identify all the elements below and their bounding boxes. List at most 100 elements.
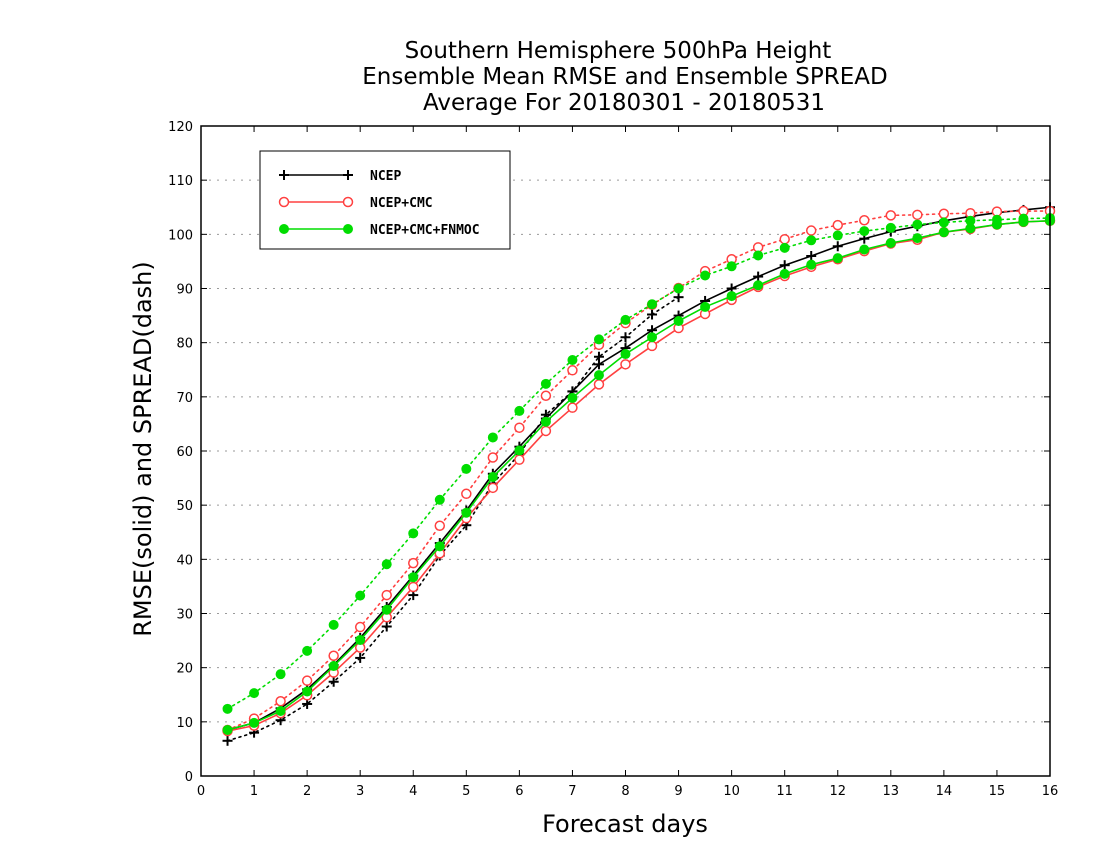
x-axis-label: Forecast days [542, 810, 708, 838]
spread-point-ncep-cmc-fnmoc [700, 270, 711, 281]
rmse-point-ncep-cmc-fnmoc [408, 572, 419, 583]
spread-point-ncep-cmc [408, 557, 419, 569]
series-lines [222, 202, 1056, 746]
rmse-point-ncep-cmc-fnmoc [726, 291, 737, 302]
spread-line-ncep-cmc-fnmoc [226, 217, 1051, 710]
spread-point-ncep-cmc-fnmoc [593, 334, 604, 345]
spread-point-ncep-cmc-fnmoc [647, 299, 658, 310]
y-tick-label: 40 [176, 553, 193, 568]
x-tick-label: 13 [883, 784, 900, 799]
rmse-point-ncep-cmc-fnmoc [647, 332, 658, 343]
y-tick-label: 50 [176, 499, 193, 514]
rmse-point-ncep [806, 251, 817, 261]
legend-marker [343, 170, 353, 180]
rmse-point-ncep-cmc [646, 340, 658, 352]
spread-point-ncep-cmc [354, 621, 366, 633]
rmse-point-ncep-cmc-fnmoc [620, 349, 631, 360]
spread-point-ncep-cmc-fnmoc [461, 463, 472, 474]
rmse-line-ncep-cmc-fnmoc [227, 219, 1051, 731]
x-tick-label: 9 [674, 784, 682, 799]
legend-box [259, 150, 511, 250]
y-tick-label: 70 [176, 391, 193, 406]
spread-point-ncep [328, 676, 339, 687]
spread-point-ncep-cmc-fnmoc [540, 378, 551, 389]
rmse-point-ncep-cmc [593, 379, 605, 390]
spread-point-ncep-cmc [434, 520, 446, 531]
spread-point-ncep-cmc-fnmoc [753, 250, 764, 261]
rmse-point-ncep-cmc [567, 402, 578, 413]
legend-marker [278, 196, 290, 208]
x-tick-label: 3 [356, 784, 364, 799]
rmse-point-ncep-cmc-fnmoc [567, 392, 578, 403]
spread-point-ncep-cmc [805, 225, 817, 236]
rmse-point-ncep-cmc-fnmoc [328, 661, 339, 672]
spread-point-ncep-cmc [912, 209, 923, 221]
rmse-point-ncep [779, 260, 790, 271]
spread-point-ncep-cmc-fnmoc [673, 283, 684, 294]
rmse-point-ncep-cmc-fnmoc [514, 445, 525, 456]
legend-label: NCEP+CMC [370, 196, 433, 211]
x-tick-label: 16 [1042, 784, 1059, 799]
spread-point-ncep-cmc-fnmoc [302, 645, 313, 656]
rmse-point-ncep-cmc-fnmoc [806, 259, 817, 270]
spread-point-ncep-cmc [859, 215, 870, 226]
spread-point-ncep-cmc [540, 390, 552, 401]
spread-point-ncep-cmc [567, 365, 578, 376]
spread-point-ncep-cmc [885, 210, 897, 221]
y-tick-label: 30 [176, 608, 193, 623]
y-tick-label: 90 [176, 283, 193, 298]
rmse-point-ncep-cmc-fnmoc [302, 686, 313, 697]
rmse-point-ncep-cmc [514, 454, 525, 465]
spread-point-ncep [673, 292, 684, 303]
legend-entry: NCEP+CMC+FNMOC [279, 223, 480, 238]
legend-marker [342, 196, 354, 208]
y-tick-label: 120 [168, 120, 193, 135]
spread-point-ncep [355, 652, 366, 663]
rmse-point-ncep-cmc-fnmoc [832, 253, 843, 264]
x-tick-label: 6 [515, 784, 523, 799]
spread-point-ncep-cmc-fnmoc [620, 314, 631, 325]
x-tick-label: 5 [462, 784, 470, 799]
spread-point-ncep-cmc [487, 452, 499, 463]
legend-label: NCEP [370, 169, 401, 184]
axis-ticks: 0 1 2 3 4 5 6 7 8 9 10 11 12 13 14 15 160102030405060708… [168, 120, 1058, 799]
spread-point-ncep-cmc [461, 488, 472, 500]
rmse-point-ncep-cmc-fnmoc [593, 370, 604, 381]
title-line-2: Ensemble Mean RMSE and Ensemble SPREAD [362, 64, 887, 90]
rmse-point-ncep-cmc-fnmoc [965, 223, 976, 234]
spread-point-ncep-cmc-fnmoc [355, 590, 366, 601]
spread-point-ncep-cmc-fnmoc [885, 222, 896, 233]
y-axis-label: RMSE(solid) and SPREAD(dash) [129, 261, 157, 637]
spread-point-ncep-cmc-fnmoc [832, 230, 843, 241]
rmse-point-ncep-cmc [487, 482, 499, 494]
x-tick-label: 8 [621, 784, 629, 799]
rmse-point-ncep-cmc-fnmoc [1018, 216, 1029, 227]
x-tick-label: 2 [303, 784, 311, 799]
legend-entry: NCEP [279, 169, 401, 184]
gridlines [201, 179, 1050, 723]
title-line-3: Average For 20180301 - 20180531 [423, 90, 825, 116]
x-tick-label: 1 [250, 784, 258, 799]
rmse-point-ncep-cmc-fnmoc [249, 717, 260, 728]
spread-point-ncep-cmc-fnmoc [938, 217, 949, 228]
spread-point-ncep-cmc-fnmoc [514, 405, 525, 416]
spread-point-ncep-cmc-fnmoc [222, 703, 233, 714]
spread-point-ncep-cmc-fnmoc [567, 355, 578, 365]
rmse-point-ncep [753, 271, 764, 282]
x-tick-label: 14 [936, 784, 953, 799]
title-line-1: Southern Hemisphere 500hPa Height [405, 38, 832, 64]
rmse-point-ncep-cmc-fnmoc [487, 472, 498, 482]
legend-label: NCEP+CMC+FNMOC [370, 223, 480, 238]
spread-point-ncep [222, 735, 233, 746]
x-tick-label: 15 [989, 784, 1006, 799]
spread-point-ncep-cmc [779, 233, 790, 245]
rmse-line-ncep [227, 206, 1051, 731]
spread-point-ncep-cmc [832, 219, 843, 231]
x-tick-label: 0 [197, 784, 205, 799]
x-tick-label: 4 [409, 784, 417, 799]
rmse-point-ncep-cmc-fnmoc [355, 635, 366, 646]
legend-marker [279, 224, 289, 234]
spread-point-ncep-cmc-fnmoc [779, 242, 790, 253]
spread-point-ncep-cmc-fnmoc [487, 432, 498, 443]
